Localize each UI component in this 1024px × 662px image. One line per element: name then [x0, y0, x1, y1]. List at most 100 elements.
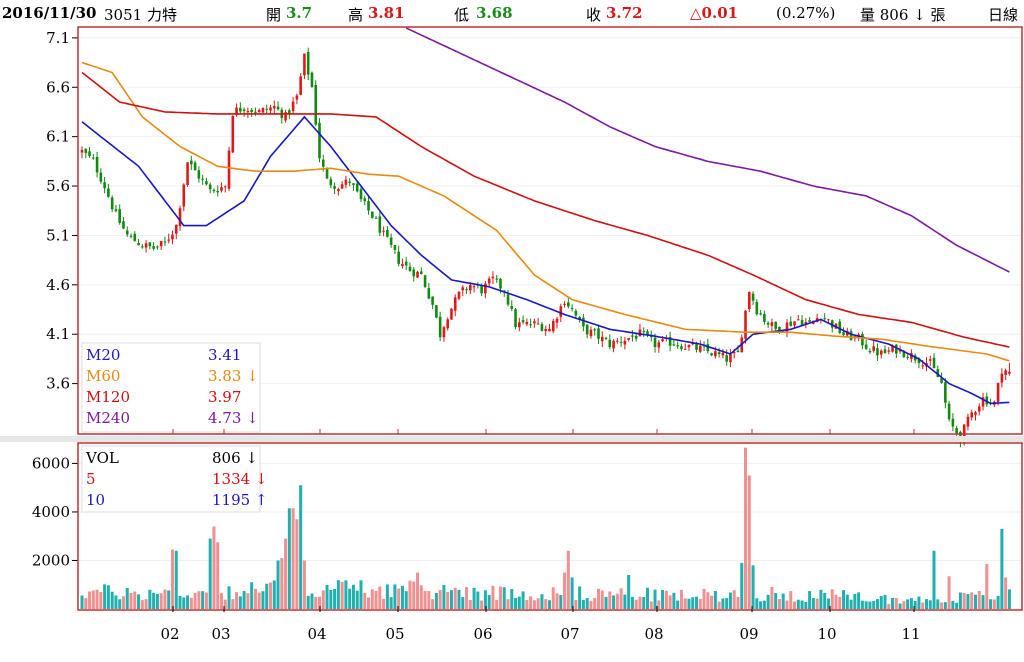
volume-bar	[570, 577, 574, 609]
candle-body	[118, 209, 121, 223]
price-tick-label: 6.6	[46, 78, 70, 96]
volume-bar	[698, 599, 702, 609]
price-tick-label: 7.1	[46, 29, 70, 47]
candle-body	[208, 184, 212, 190]
candle-body	[525, 321, 529, 325]
volume-bar	[732, 590, 736, 609]
candle-body	[732, 351, 736, 354]
candle-body	[442, 327, 446, 338]
month-label: 10	[817, 625, 836, 643]
legend-value-m20: 3.41	[208, 346, 241, 364]
open-value: 3.7	[286, 4, 313, 22]
volume-bar	[578, 586, 582, 609]
candle-body	[604, 337, 608, 340]
candle-body	[589, 329, 593, 337]
volume-bar	[789, 591, 793, 609]
candle-body	[683, 348, 687, 350]
volume-bar	[955, 602, 959, 609]
candle-body	[510, 305, 514, 309]
volume-bar	[329, 590, 333, 609]
candle-body	[631, 335, 634, 337]
volume-bar	[152, 592, 156, 609]
candle-body	[261, 108, 265, 113]
volume-legend-value: 806 ↓	[212, 449, 258, 467]
volume-bar	[1004, 577, 1008, 609]
high-value: 3.81	[368, 4, 405, 22]
low-label: 低	[454, 6, 470, 24]
volume-bar	[826, 598, 830, 609]
legend-value-m120: 3.97	[208, 388, 241, 406]
volume-bar	[204, 592, 208, 609]
candle-body	[110, 197, 114, 210]
stock-name: 3051 力特	[104, 6, 177, 24]
volume-bar	[913, 601, 917, 609]
volume-bar	[197, 591, 201, 609]
volume-bar	[872, 600, 876, 609]
volume-bar	[970, 592, 974, 609]
panel-separator	[0, 436, 1024, 442]
volume-bar	[487, 595, 491, 609]
volume-bar	[973, 594, 977, 609]
volume-bar	[121, 596, 125, 609]
candle-body	[944, 382, 947, 403]
candle-body	[352, 183, 355, 185]
volume-bar	[891, 597, 895, 609]
volume-bar	[189, 597, 193, 609]
candle-body	[559, 306, 563, 317]
candle-body	[299, 76, 302, 95]
volume-bar	[235, 592, 239, 609]
volume-bar	[314, 596, 318, 609]
candle-body	[627, 337, 630, 340]
candle-body	[144, 243, 148, 248]
candle-body	[518, 322, 521, 328]
month-label: 06	[473, 625, 492, 643]
volume-bar	[457, 589, 461, 609]
volume-bar	[465, 587, 469, 609]
candle-body	[472, 286, 476, 288]
volume-bar	[393, 584, 397, 609]
candle-body	[917, 358, 921, 364]
volume-bar	[498, 586, 502, 609]
candle-body	[932, 357, 936, 369]
candle-body	[401, 263, 404, 267]
volume-bar	[340, 581, 344, 609]
candle-body	[92, 157, 95, 159]
volume-bar	[114, 595, 118, 609]
candle-body	[710, 353, 713, 356]
candle-body	[291, 101, 295, 112]
volume-bar	[431, 599, 435, 609]
volume-bar	[295, 519, 299, 609]
volume-bars	[80, 447, 1011, 609]
volume-bar	[898, 603, 902, 609]
candle-body	[103, 182, 106, 189]
volume-legend-name: 10	[86, 491, 105, 509]
candle-body	[257, 110, 261, 112]
candle-body	[178, 208, 182, 227]
volume-bar	[902, 601, 906, 609]
candle-body	[370, 211, 374, 218]
candle-body	[431, 296, 434, 305]
volume-bar	[777, 599, 781, 609]
candle-body	[446, 319, 449, 329]
candle-body	[321, 159, 325, 167]
volume-bar	[853, 593, 857, 609]
candle-body	[574, 310, 578, 316]
volume-bar	[585, 598, 589, 609]
volume-bar	[544, 599, 548, 609]
volume-bar	[517, 596, 521, 609]
candle-body	[340, 184, 344, 189]
volume-legend: VOL 806 ↓ 5 1334 ↓ 10 1195 ↑	[81, 445, 268, 513]
candle-body	[906, 356, 909, 358]
candle-body	[895, 344, 898, 354]
volume-bar	[461, 597, 465, 609]
volume-bar	[348, 588, 352, 609]
candle-body	[141, 246, 144, 248]
month-label: 09	[739, 625, 758, 643]
candle-body	[412, 269, 416, 277]
volume-legend-name: VOL	[85, 449, 119, 467]
volume-bar	[909, 598, 913, 609]
candle-body	[359, 189, 363, 200]
volume-bar	[529, 596, 533, 609]
candle-body	[329, 179, 333, 186]
volume-bar	[178, 595, 182, 609]
